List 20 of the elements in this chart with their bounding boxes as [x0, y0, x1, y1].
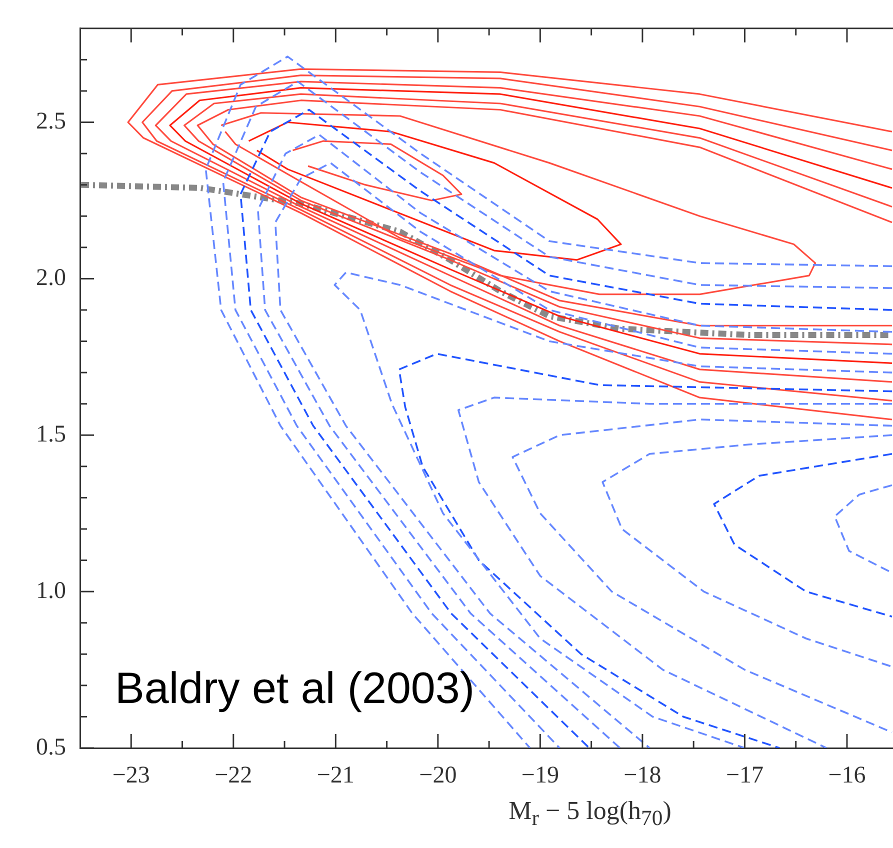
line-series — [334, 272, 893, 748]
line-series — [512, 418, 893, 734]
y-tick-label: 2.0 — [36, 264, 66, 291]
y-tick-label: 1.5 — [36, 421, 66, 448]
x-tick-label: −22 — [214, 762, 252, 789]
x-tick-label: −17 — [726, 762, 764, 789]
line-series — [713, 453, 893, 618]
line-series — [834, 484, 893, 574]
y-tick-label: 0.5 — [36, 734, 66, 760]
x-tick-label: −23 — [112, 762, 150, 789]
y-tick-label: 2.5 — [36, 108, 66, 135]
annotation: Baldry et al (2003) — [115, 664, 475, 713]
x-tick-label: −16 — [828, 762, 866, 789]
x-axis-title: M$_{r}$ − 5 log(h$_{70}$) — [508, 796, 672, 832]
x-tick-label: −19 — [521, 762, 559, 789]
line-series — [602, 434, 893, 668]
x-tick-label: −21 — [316, 762, 354, 789]
x-tick-label: −18 — [624, 762, 662, 789]
y-tick-label: 1.0 — [36, 578, 66, 604]
x-tick-label: −20 — [419, 762, 457, 789]
